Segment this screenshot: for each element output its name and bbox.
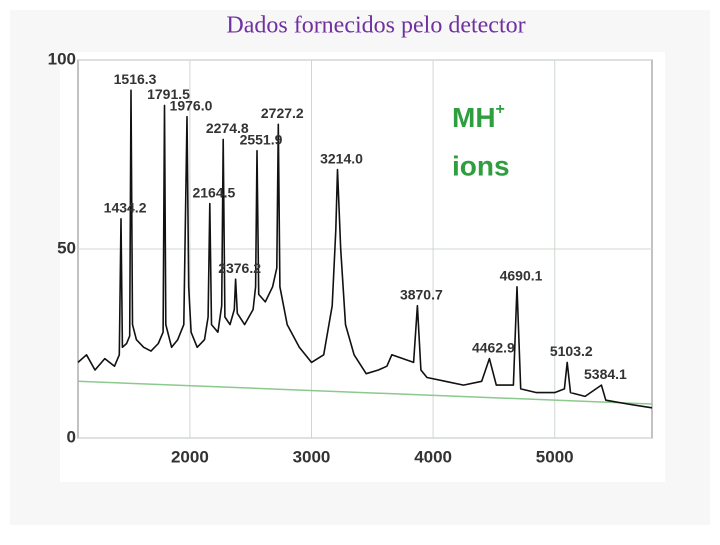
peak-label: 4690.1	[500, 268, 543, 284]
slide-title: Dados fornecidos pelo detector	[226, 13, 525, 39]
peak-label: 2727.2	[261, 105, 304, 121]
peak-label: 3214.0	[320, 150, 363, 166]
peak-label: 1516.3	[114, 71, 157, 87]
peak-label: 2164.5	[192, 184, 235, 200]
ion-label-sup: +	[496, 101, 505, 118]
peak-label: 2376.2	[218, 260, 261, 276]
chart-background	[60, 52, 665, 482]
peak-label: 1976.0	[170, 97, 213, 113]
baseline	[77, 380, 653, 405]
peak-label: 4462.9	[472, 339, 515, 355]
peak-label: 2274.8	[206, 120, 249, 136]
peak-label: 1791.5	[147, 86, 190, 102]
peak-label: 3870.7	[400, 286, 443, 302]
x-tick-label: 2000	[171, 447, 209, 466]
peak-label: 2551.9	[240, 131, 283, 147]
y-tick-label: 100	[48, 49, 76, 68]
peak-label: 5103.2	[550, 343, 593, 359]
spectrum-line	[77, 89, 653, 409]
y-tick-label: 50	[57, 238, 76, 257]
y-tick-label: 0	[67, 427, 76, 446]
ion-label-line2: ions	[452, 150, 510, 181]
ion-label-main: MH	[452, 102, 496, 133]
ion-label: MH+	[452, 101, 505, 133]
x-tick-label: 5000	[536, 447, 574, 466]
peak-label: 5384.1	[584, 366, 627, 382]
peak-label: 1434.2	[104, 199, 147, 215]
x-tick-label: 3000	[293, 447, 331, 466]
x-tick-label: 4000	[414, 447, 452, 466]
